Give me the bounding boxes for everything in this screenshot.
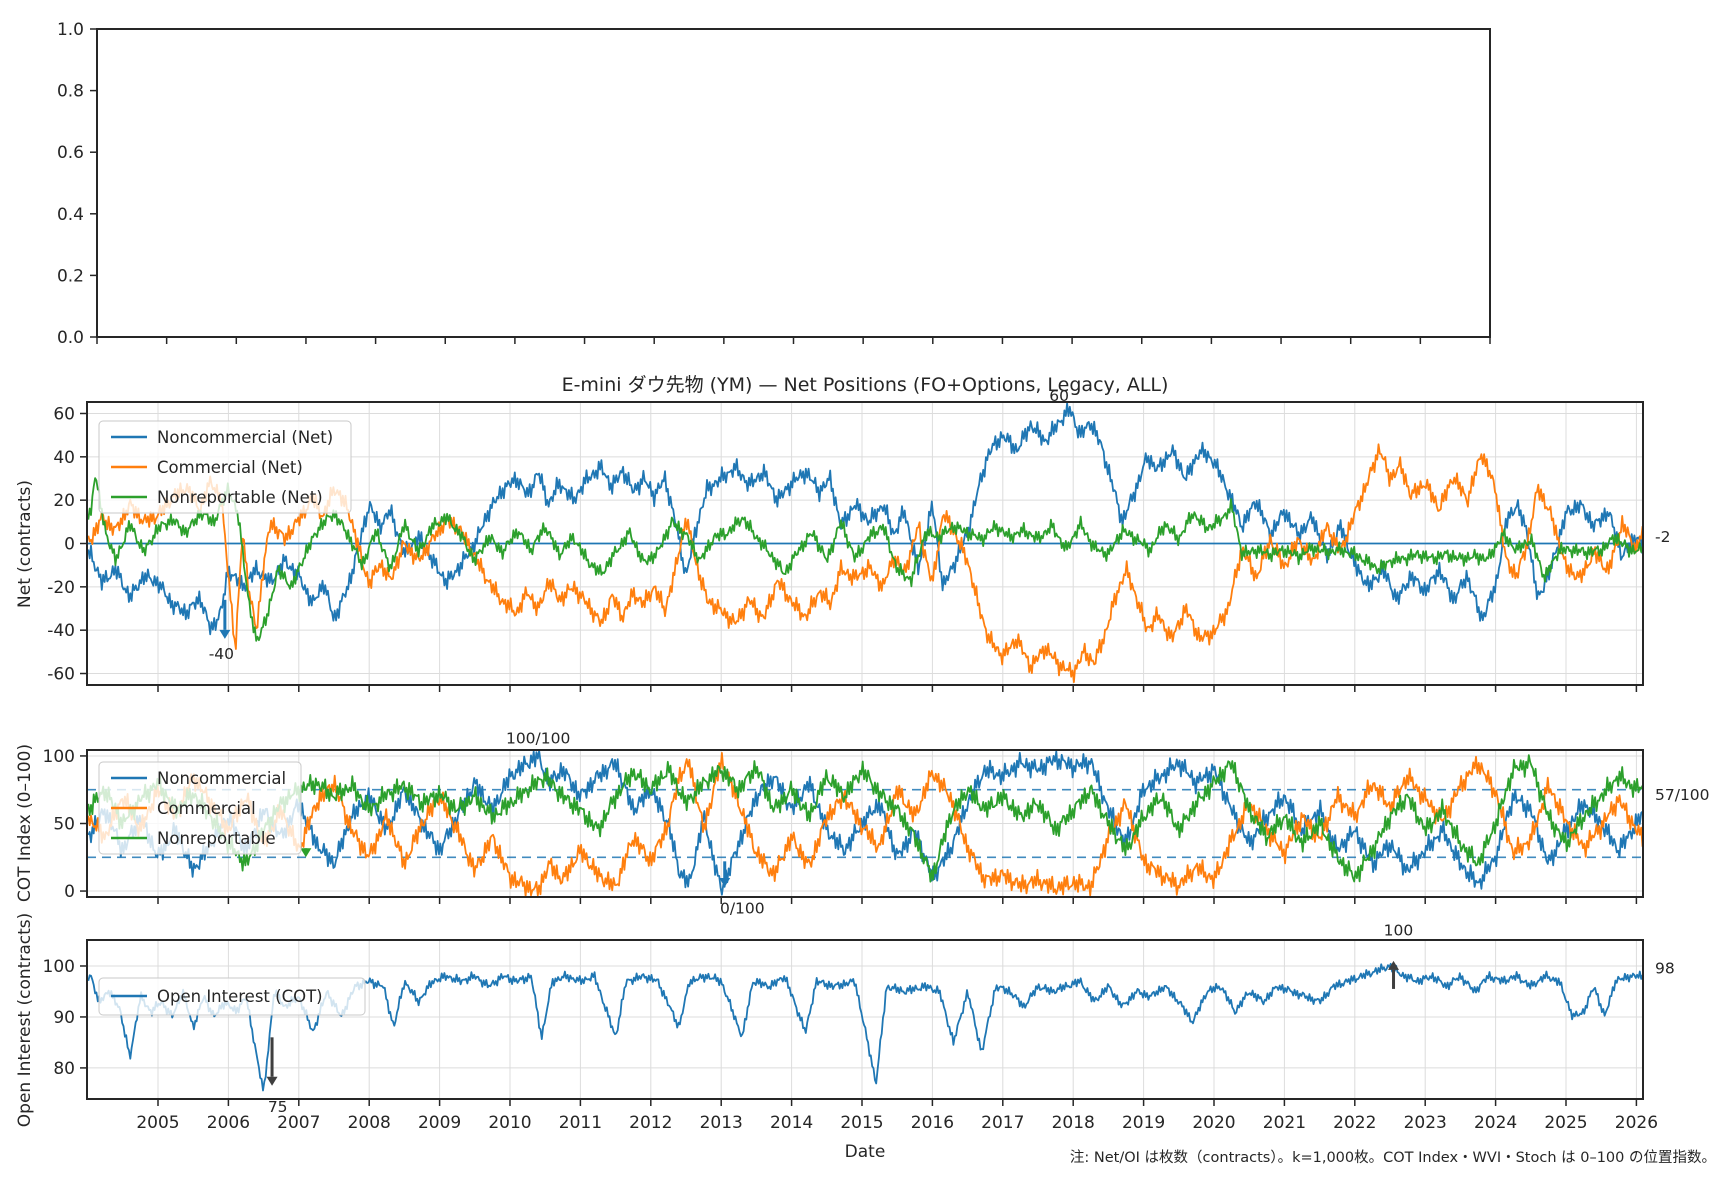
x-tick-label: 2005 xyxy=(136,1113,179,1133)
annotation-arrow-head xyxy=(300,848,312,858)
x-tick-label: 2012 xyxy=(629,1113,672,1133)
y-tick-label: -60 xyxy=(47,665,75,685)
y-tick-label: -20 xyxy=(47,578,75,598)
legend-open-interest-box xyxy=(98,977,366,1016)
open-interest-y-axis-label: Open Interest (contracts) xyxy=(15,913,35,1127)
series-line-nonreportable xyxy=(87,754,1643,883)
x-tick-label: 2020 xyxy=(1192,1113,1235,1133)
x-tick-label: 2017 xyxy=(981,1113,1024,1133)
x-tick-label: 2026 xyxy=(1615,1113,1658,1133)
y-tick-label: 20 xyxy=(53,491,75,511)
annotation-arrow-head xyxy=(219,629,231,639)
annotation-text: 100/100 xyxy=(506,729,570,747)
x-tick-label: 2018 xyxy=(1052,1113,1095,1133)
legend-label-nonreportable-net: Nonreportable (Net) xyxy=(157,488,323,507)
x-tick-label: 2016 xyxy=(911,1113,954,1133)
y-tick-label: 60 xyxy=(53,404,75,424)
x-tick-label: 2011 xyxy=(559,1113,602,1133)
empty-panel-ytick-label: 1.0 xyxy=(57,20,84,40)
x-tick-label: 2015 xyxy=(840,1113,883,1133)
right-edge-value-label: 57/100 xyxy=(1655,786,1710,804)
legend-label-commercial: Commercial xyxy=(157,799,256,818)
panel-frame xyxy=(86,939,1644,1100)
right-edge-value-label: -2 xyxy=(1655,528,1670,546)
legend-label-noncommercial-net: Noncommercial (Net) xyxy=(157,428,333,447)
y-tick-label: 100 xyxy=(43,747,75,767)
x-tick-label: 2022 xyxy=(1333,1113,1376,1133)
empty-panel-ytick-label: 0.4 xyxy=(57,205,84,225)
x-tick-label: 2019 xyxy=(1122,1113,1165,1133)
annotation-text: 75 xyxy=(268,1098,288,1116)
y-tick-label: 0 xyxy=(64,882,75,902)
y-tick-label: -40 xyxy=(47,621,75,641)
x-tick-label: 2024 xyxy=(1474,1113,1517,1133)
x-tick-label: 2013 xyxy=(700,1113,743,1133)
y-tick-label: 90 xyxy=(53,1008,75,1028)
net-y-axis-label: Net (contracts) xyxy=(15,480,35,608)
empty-panel-ytick-label: 0.8 xyxy=(57,82,84,102)
series-line-nonreportable-net- xyxy=(87,477,1643,642)
chart-title: E-mini ダウ先物 (YM) — Net Positions (FO+Opt… xyxy=(562,374,1169,396)
chart-render-root: 1.00.80.60.40.20.0-60-40-200204060-4060-… xyxy=(43,20,1710,1133)
annotation-arrow-head xyxy=(1388,960,1400,970)
legend-net-box xyxy=(98,420,352,514)
x-tick-label: 2006 xyxy=(207,1113,250,1133)
legend-label-nonreportable: Nonreportable xyxy=(157,829,276,848)
x-tick-label: 2025 xyxy=(1544,1113,1587,1133)
x-tick-label: 2014 xyxy=(770,1113,813,1133)
empty-panel-ytick-label: 0.2 xyxy=(57,266,84,286)
x-tick-label: 2007 xyxy=(277,1113,320,1133)
x-tick-label: 2009 xyxy=(418,1113,461,1133)
empty-panel-frame xyxy=(96,28,1491,338)
legend-label-open-interest: Open Interest (COT) xyxy=(157,987,323,1006)
y-tick-label: 0 xyxy=(64,535,75,555)
empty-panel-ytick-label: 0.6 xyxy=(57,143,84,163)
x-axis-label: Date xyxy=(845,1142,886,1162)
x-tick-label: 2008 xyxy=(348,1113,391,1133)
annotation-text: 0/100 xyxy=(720,900,765,918)
legend-open-interest: Open Interest (COT) xyxy=(98,977,366,1016)
x-tick-label: 2021 xyxy=(1263,1113,1306,1133)
annotation-text: 100 xyxy=(1384,921,1414,939)
series-line-noncommercial-net- xyxy=(87,402,1643,636)
cot-index-y-axis-label: COT Index (0–100) xyxy=(15,744,35,902)
annotation-arrow-head xyxy=(719,878,731,888)
annotation-arrow-head xyxy=(266,1076,278,1086)
y-tick-label: 100 xyxy=(43,957,75,977)
legend-label-commercial-net: Commercial (Net) xyxy=(157,458,303,477)
y-tick-label: 50 xyxy=(53,815,75,835)
empty-panel-ytick-label: 0.0 xyxy=(57,328,84,348)
y-tick-label: 40 xyxy=(53,448,75,468)
annotation-text: -40 xyxy=(209,645,234,663)
y-tick-label: 80 xyxy=(53,1059,75,1079)
right-edge-value-label: 98 xyxy=(1655,960,1675,978)
series-line-commercial xyxy=(87,752,1643,897)
legend-label-noncommercial: Noncommercial xyxy=(157,769,286,788)
legend-cot-index-box xyxy=(98,761,302,855)
legend-net: Noncommercial (Net) Commercial (Net) Non… xyxy=(98,420,352,514)
legend-cot-index: Noncommercial Commercial Nonreportable xyxy=(98,761,302,855)
x-tick-label: 2010 xyxy=(488,1113,531,1133)
footnote: 注: Net/OI は枚数（contracts）。k=1,000枚。COT In… xyxy=(1070,1149,1716,1166)
annotation-text: 60 xyxy=(1049,387,1069,405)
x-tick-label: 2023 xyxy=(1404,1113,1447,1133)
